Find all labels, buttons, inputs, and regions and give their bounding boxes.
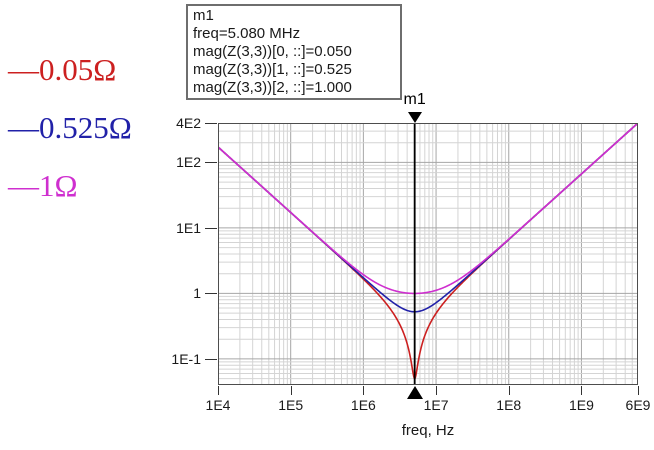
x-tick-label: 1E6 <box>350 397 376 413</box>
curve-r-0.525[interactable] <box>218 123 638 313</box>
marker-readout-box[interactable]: m1 freq=5.080 MHz mag(Z(3,3))[0, ::]=0.0… <box>186 4 402 100</box>
y-tick-mark <box>205 123 217 124</box>
y-tick-mark <box>205 162 217 164</box>
y-tick-label: 1 <box>193 285 201 302</box>
y-tick-mark <box>205 358 217 360</box>
marker-box-freq: freq=5.080 MHz <box>193 25 301 42</box>
y-tick-mark <box>205 227 217 229</box>
x-tick-label: 6E9 <box>625 397 651 413</box>
x-tick-mark <box>218 386 219 395</box>
x-tick-mark <box>638 386 639 395</box>
curve-r-0.05[interactable] <box>218 123 638 380</box>
plot-border <box>218 123 638 385</box>
y-tick-label: 4E2 <box>176 115 201 131</box>
marker-box-trace1: mag(Z(3,3))[1, ::]=0.525 <box>193 61 352 78</box>
marker-label[interactable]: m1 <box>403 91 426 108</box>
y-tick-mark <box>205 293 217 295</box>
x-tick-mark <box>290 386 292 395</box>
x-tick-label: 1E5 <box>278 397 304 413</box>
x-tick-mark <box>363 386 365 395</box>
plot-area[interactable] <box>218 123 638 385</box>
marker-box-title: m1 <box>193 7 214 24</box>
y-tick-label: 1E1 <box>176 219 201 236</box>
x-tick-label: 1E8 <box>496 397 522 413</box>
x-tick-label: 1E9 <box>568 397 594 413</box>
legend-item-1ohm[interactable]: —1Ω <box>8 168 78 203</box>
marker-bottom-triangle[interactable] <box>406 386 423 399</box>
legend-item-0.05ohm[interactable]: —0.05Ω <box>8 52 117 87</box>
y-tick-label: 1E-1 <box>171 350 201 367</box>
curve-r-1[interactable] <box>218 123 638 295</box>
x-axis-title: freq, Hz <box>401 422 455 439</box>
legend-item-0.525ohm[interactable]: —0.525Ω <box>8 110 132 145</box>
x-tick-label: 1E4 <box>205 397 231 413</box>
marker-box-trace2: mag(Z(3,3))[2, ::]=1.000 <box>193 79 352 96</box>
x-tick-label: 1E7 <box>423 397 449 413</box>
marker-top-triangle[interactable] <box>407 112 422 123</box>
x-tick-mark <box>581 386 583 395</box>
y-tick-label: 1E2 <box>176 154 201 171</box>
marker-box-trace0: mag(Z(3,3))[0, ::]=0.050 <box>193 43 352 60</box>
plot-svg <box>218 123 638 385</box>
x-tick-mark <box>436 386 438 395</box>
x-tick-mark <box>508 386 510 395</box>
